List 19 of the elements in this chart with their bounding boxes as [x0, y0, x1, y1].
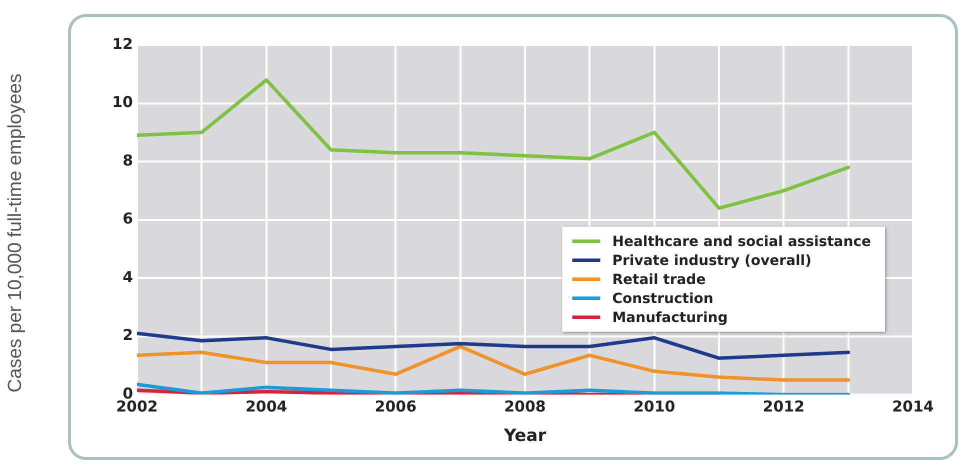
- x-tick-label: 2014: [892, 397, 934, 416]
- y-tick-label: 4: [122, 268, 133, 286]
- y-axis-title: Cases per 10,000 full-time employees: [5, 74, 27, 392]
- x-tick-label: 2004: [245, 397, 288, 416]
- x-tick-label: 2012: [762, 397, 805, 416]
- y-tick-label: 12: [112, 34, 133, 53]
- y-tick-label: 2: [122, 326, 133, 344]
- legend-label: Construction: [612, 290, 714, 307]
- legend-label: Private industry (overall): [612, 252, 812, 269]
- x-axis-title: Year: [502, 426, 547, 446]
- legend-label: Healthcare and social assistance: [612, 234, 872, 250]
- y-tick-label: 10: [112, 93, 133, 112]
- x-tick-label: 2006: [374, 397, 417, 416]
- y-tick-label: 6: [122, 210, 133, 228]
- legend-label: Retail trade: [612, 272, 706, 288]
- legend-label: Manufacturing: [612, 310, 728, 326]
- x-tick-label: 2010: [633, 397, 676, 416]
- x-tick-label: 2008: [504, 397, 546, 416]
- y-tick-label: 8: [122, 151, 133, 170]
